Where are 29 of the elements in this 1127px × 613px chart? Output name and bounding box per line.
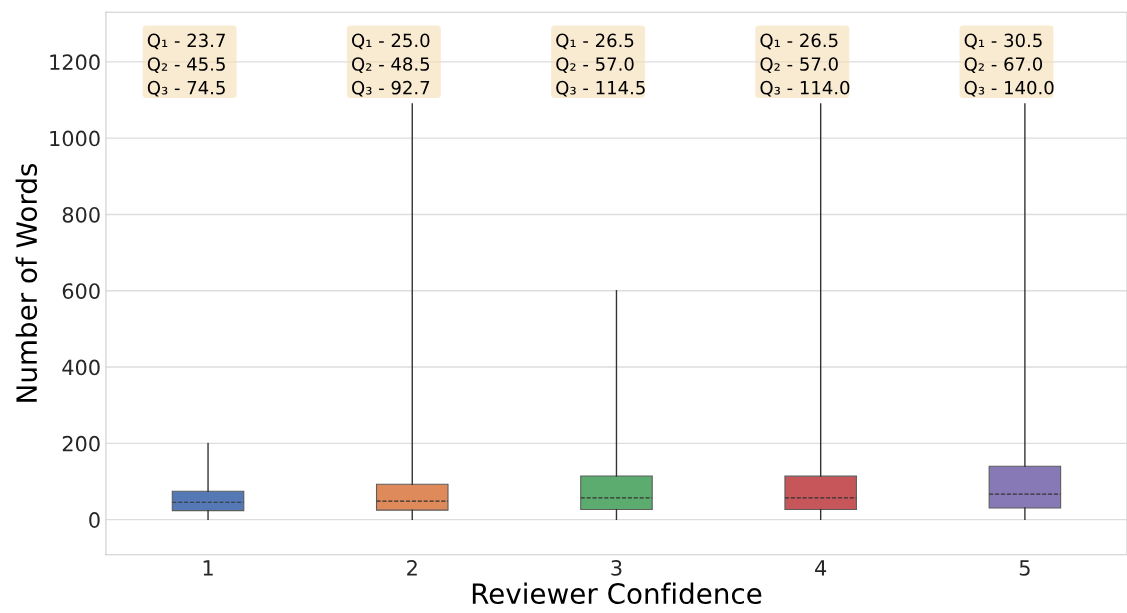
annotation: Q₁ - 26.5	[556, 33, 634, 50]
x-tick-label: 5	[1019, 560, 1030, 576]
annotation: Q₃ - 74.5	[147, 80, 225, 97]
x-tick-label: 1	[203, 560, 213, 576]
y-tick-label: 0	[89, 512, 100, 528]
x-tick-label: 3	[611, 559, 622, 576]
annotation: Q₁ - 23.7	[147, 33, 225, 50]
y-tick-label: 1000	[50, 130, 100, 147]
y-axis-title: Number of Words	[15, 163, 38, 402]
y-tick-label: 400	[62, 359, 100, 376]
annotation: Q₂ - 48.5	[352, 57, 430, 73]
x-tick-label: 4	[815, 560, 827, 576]
x-tick-label: 2	[407, 559, 417, 576]
annotation: Q₃ - 114.5	[556, 80, 645, 97]
annotation: Q₃ - 140.0	[964, 80, 1054, 97]
annotation: Q₂ - 57.0	[556, 57, 634, 73]
annotation: Q₃ - 92.7	[352, 80, 430, 97]
annotation: Q₂ - 57.0	[760, 57, 838, 73]
annotation: Q₂ - 67.0	[964, 57, 1043, 73]
x-axis-title: Reviewer Confidence	[472, 582, 762, 605]
annotation: Q₁ - 26.5	[760, 33, 838, 50]
y-tick-label: 1200	[50, 54, 100, 71]
y-tick-label: 200	[62, 435, 100, 452]
annotation: Q₁ - 25.0	[352, 33, 430, 50]
annotation: Q₂ - 45.5	[147, 57, 225, 73]
annotation: Q₁ - 30.5	[964, 33, 1042, 50]
y-tick-label: 800	[62, 206, 100, 223]
annotation: Q₃ - 114.0	[760, 80, 850, 97]
y-tick-label: 600	[62, 283, 100, 299]
